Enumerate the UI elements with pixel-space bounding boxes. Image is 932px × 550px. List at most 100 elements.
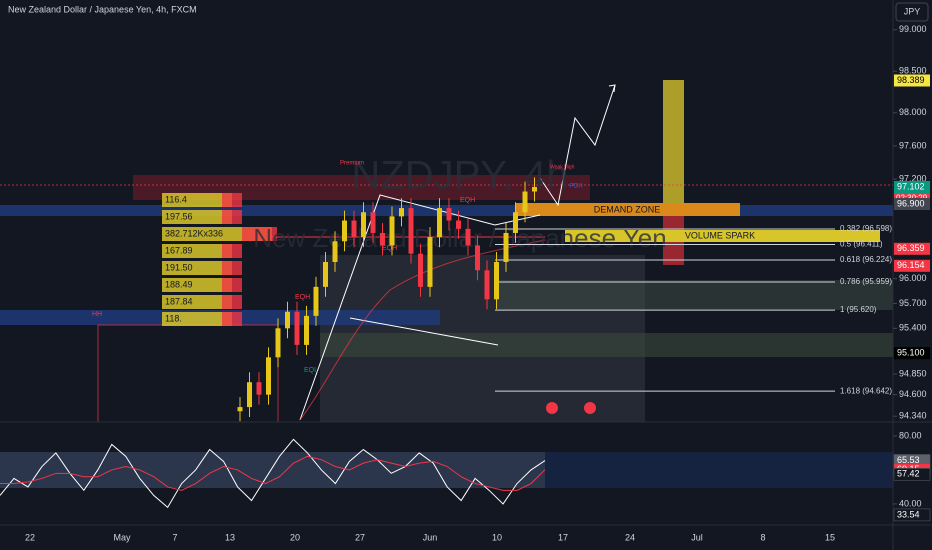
- rsi-label-bg: [893, 508, 931, 522]
- candle-body: [513, 212, 518, 233]
- volume-profile-label: 197.56: [165, 211, 193, 221]
- candle-body: [294, 311, 300, 345]
- candle-body: [522, 191, 528, 213]
- price-label-bg: [894, 74, 930, 87]
- x-tick-label: 24: [625, 532, 635, 542]
- volume-bar-extra: [222, 244, 242, 258]
- annotation: Premium: [340, 161, 364, 167]
- channel-bottom: [349, 317, 499, 346]
- candle-body: [380, 232, 385, 246]
- moving-average: [299, 239, 546, 421]
- volume-profile-label: 188.49: [165, 279, 193, 289]
- candle-body: [285, 311, 290, 329]
- price-label: 95.100: [897, 348, 925, 358]
- candle-body: [275, 328, 281, 358]
- y-tick-label: 95.700: [899, 298, 927, 308]
- price-label-bg: [894, 347, 930, 360]
- candle-body: [361, 212, 366, 238]
- candle-body: [256, 382, 262, 395]
- currency-button[interactable]: [895, 2, 929, 22]
- x-tick-label: 15: [825, 532, 835, 542]
- green-zone: [497, 280, 893, 310]
- candle-body: [437, 208, 442, 238]
- price-label-bg: [894, 197, 930, 210]
- candle-body: [418, 253, 423, 287]
- annotation: EQH: [460, 197, 475, 204]
- y-tick-label: 97.600: [899, 140, 927, 150]
- candle-body: [456, 220, 461, 229]
- event-icon[interactable]: [584, 402, 596, 414]
- candle-body: [446, 208, 452, 221]
- volume-bar-extra: [222, 261, 242, 275]
- rsi-label: 65.53: [897, 455, 920, 465]
- candle-body: [247, 382, 252, 408]
- price-label: 98.389: [897, 75, 925, 85]
- annotation: PDH: [570, 184, 583, 190]
- fib-label: 0.618 (96.224): [840, 255, 892, 264]
- price-label: 97.102: [897, 182, 925, 192]
- annotation: EQL: [304, 367, 318, 374]
- volume-bar: [162, 261, 232, 275]
- rsi-tick-label: 40.00: [899, 498, 922, 508]
- y-tick-label: 98.000: [899, 107, 927, 117]
- volume-bar: [162, 210, 232, 224]
- fib-label: 1.618 (94.642): [840, 386, 892, 395]
- demand-zone: [515, 203, 740, 216]
- volume-bar-extra: [222, 278, 242, 292]
- price-label: 96.154: [897, 260, 925, 270]
- volume-profile-label: 187.84: [165, 296, 193, 306]
- price-label-bg: [894, 242, 930, 255]
- volume-profile-label: 382.712Kx336: [165, 228, 223, 238]
- x-tick-label: Jul: [691, 532, 703, 542]
- candle-body: [237, 407, 243, 412]
- currency-label[interactable]: JPY: [904, 6, 921, 16]
- event-icon[interactable]: [546, 402, 558, 414]
- annotation: EQH: [382, 245, 397, 252]
- y-tick-label: 99.000: [899, 24, 927, 34]
- demand-zone-label: DEMAND ZONE: [594, 204, 661, 214]
- rsi-label-bg: [893, 468, 931, 481]
- y-tick-label: 94.850: [899, 368, 927, 378]
- projection: [539, 84, 616, 207]
- candle-body: [304, 315, 309, 345]
- candle-body: [342, 220, 347, 242]
- y-tick-label: 96.000: [899, 273, 927, 283]
- candle-body: [503, 232, 509, 262]
- candle-body: [408, 208, 414, 254]
- candle-body: [389, 216, 395, 246]
- rsi-zone: [0, 452, 545, 488]
- volume-profile-label: 116.4: [165, 194, 187, 204]
- candle-body: [532, 187, 537, 192]
- candle-body: [399, 208, 404, 217]
- candle-body: [332, 241, 338, 262]
- fib-label: 1 (95.620): [840, 305, 877, 314]
- candle-body: [465, 228, 471, 246]
- x-tick-label: 13: [225, 532, 235, 542]
- candles: [237, 177, 537, 422]
- fib-label: 0.786 (95.959): [840, 277, 892, 286]
- volume-bar: [162, 193, 232, 207]
- volume-profile-label: 118.: [165, 313, 182, 323]
- rsi-label: 33.54: [897, 509, 920, 519]
- rsi-line: [0, 455, 546, 491]
- volume-profile-label: 191.50: [165, 262, 193, 272]
- volume-bar-extra: [222, 312, 242, 326]
- rsi-line: [0, 438, 546, 509]
- x-tick-label: 22: [25, 532, 35, 542]
- annotation: EQH: [295, 294, 310, 301]
- volume-spark-zone: [565, 230, 880, 242]
- volume-bar-extra: [222, 295, 242, 309]
- candle-body: [313, 286, 319, 316]
- price-label: 96.900: [897, 198, 925, 208]
- annotation: Weak High: [550, 164, 575, 170]
- volume-profile-label: 167.89: [165, 245, 193, 255]
- candle-body: [475, 245, 480, 271]
- x-tick-label: 17: [558, 532, 568, 542]
- volume-bar: [162, 295, 232, 309]
- volume-bar-extra: [222, 193, 242, 207]
- volume-bar: [162, 278, 232, 292]
- volume-bar: [162, 312, 232, 326]
- fib-label: 0.5 (96.411): [840, 240, 883, 249]
- volume-bar-extra: [242, 227, 277, 241]
